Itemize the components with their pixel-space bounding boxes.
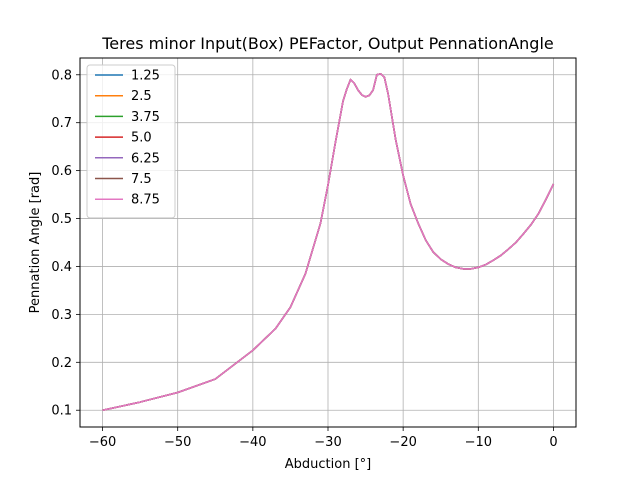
chart-title: Teres minor Input(Box) PEFactor, Output … [101, 34, 554, 53]
legend-label: 5.0 [131, 131, 152, 146]
series-lines [102, 73, 555, 411]
series-line-8-75 [102, 73, 555, 411]
legend-label: 7.5 [131, 172, 152, 187]
legend: 1.25 2.5 3.75 5.0 6.25 7.5 8.75 [86, 64, 176, 219]
y-tick-label: 0.5 [51, 212, 72, 227]
legend-label: 2.5 [131, 89, 152, 104]
legend-label: 3.75 [131, 110, 160, 125]
y-tick-label: 0.1 [51, 404, 72, 419]
y-tick-label: 0.4 [51, 260, 72, 275]
y-tick-label: 0.8 [51, 68, 72, 83]
y-tick-label: 0.3 [51, 308, 72, 323]
grid [80, 58, 576, 427]
x-tick-label: −60 [89, 435, 116, 450]
legend-label: 6.25 [131, 151, 160, 166]
x-tick-label: −10 [465, 435, 492, 450]
x-tick-label: −40 [239, 435, 266, 450]
x-axis-label: Abduction [°] [285, 457, 371, 472]
ticks: −60 −50 −40 −30 −20 −10 0 0.1 0.2 0.3 0.4 0.5 0.6 0.7… [51, 68, 557, 450]
legend-label: 1.25 [131, 69, 160, 84]
x-tick-label: 0 [549, 435, 557, 450]
y-tick-label: 0.6 [51, 164, 72, 179]
y-tick-label: 0.7 [51, 116, 72, 131]
x-tick-label: −50 [164, 435, 191, 450]
y-axis-label: Pennation Angle [rad] [28, 172, 43, 314]
y-tick-label: 0.2 [51, 356, 72, 371]
x-tick-label: −20 [389, 435, 416, 450]
x-tick-label: −30 [314, 435, 341, 450]
legend-label: 8.75 [131, 193, 160, 208]
legend-box [86, 64, 176, 219]
